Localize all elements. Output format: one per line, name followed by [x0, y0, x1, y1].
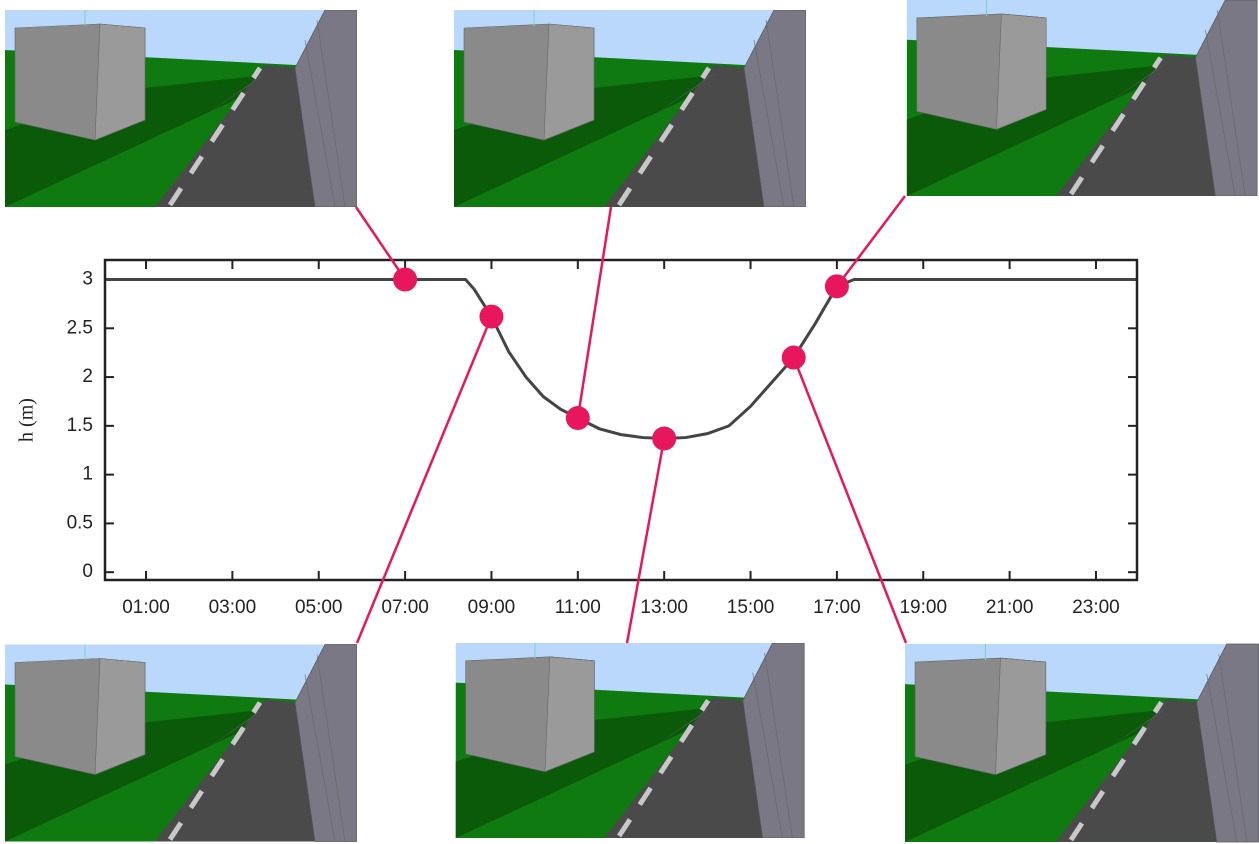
x-tick-label: 05:00	[295, 597, 343, 618]
y-tick-label: 0	[82, 561, 93, 582]
scene-image	[5, 645, 357, 842]
x-tick-label: 03:00	[209, 597, 257, 618]
marker	[393, 267, 418, 292]
y-tick-label: 0.5	[67, 512, 93, 533]
connector	[792, 357, 908, 644]
x-tick-label: 23:00	[1072, 597, 1120, 618]
x-tick-label: 01:00	[122, 597, 170, 618]
x-tick-label: 09:00	[468, 597, 516, 618]
scene-image	[454, 10, 806, 207]
marker	[781, 345, 806, 370]
y-tick-label: 2.5	[67, 317, 93, 338]
marker	[824, 274, 849, 299]
scene-image	[456, 643, 804, 838]
x-tick-label: 11:00	[555, 597, 601, 618]
scene-image	[907, 0, 1257, 196]
x-tick-label: 13:00	[640, 597, 688, 618]
x-tick-label: 17:00	[813, 597, 861, 618]
y-tick-label: 1.5	[67, 415, 93, 436]
plot-area	[105, 260, 1137, 580]
scene-image	[905, 644, 1259, 842]
connector	[354, 206, 407, 281]
connector	[355, 316, 493, 644]
marker	[652, 426, 677, 451]
y-tick-label: 2	[82, 366, 93, 387]
x-tick-label: 15:00	[727, 597, 775, 618]
y-tick-label: 1	[82, 464, 93, 485]
y-axis-label: h (m)	[16, 398, 38, 442]
x-tick-label: 19:00	[899, 597, 947, 618]
connector	[576, 206, 613, 419]
scene-image	[5, 10, 357, 207]
marker	[565, 406, 590, 431]
connector	[625, 438, 666, 644]
connector	[835, 195, 906, 288]
marker	[479, 304, 504, 329]
x-tick-label: 21:00	[986, 597, 1034, 618]
plot-frame	[103, 258, 1139, 582]
y-tick-label: 3	[82, 269, 93, 290]
x-tick-label: 07:00	[381, 597, 429, 618]
